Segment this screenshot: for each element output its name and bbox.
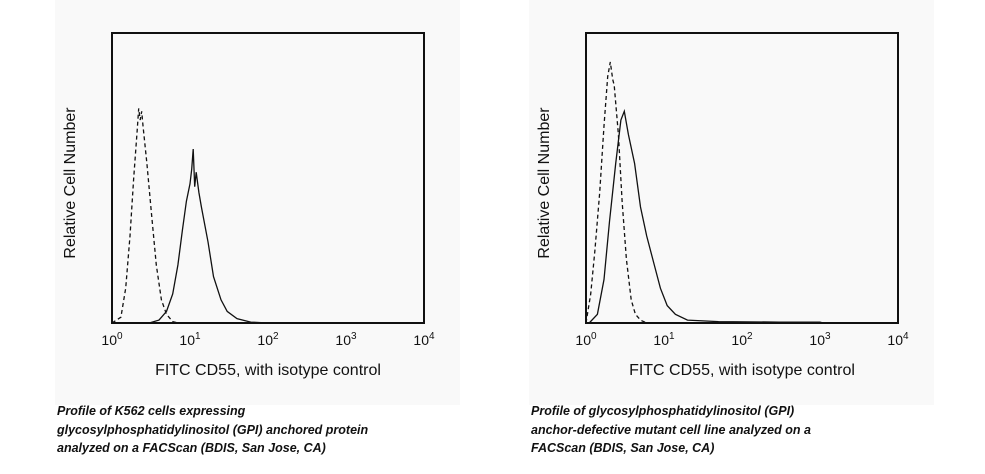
x-axis-label: FITC CD55, with isotype control	[629, 362, 855, 379]
tick-base: 10	[575, 332, 591, 348]
y-axis-label: Relative Cell Number	[62, 107, 79, 259]
caption-line: Profile of K562 cells expressing	[57, 404, 246, 418]
x-tick-label: 102	[731, 331, 753, 348]
tick-base: 10	[731, 332, 747, 348]
x-tick-label: 101	[653, 331, 675, 348]
tick-exponent: 4	[429, 331, 435, 342]
tick-exponent: 1	[195, 331, 201, 342]
caption-line: anchor-defective mutant cell line analyz…	[531, 422, 811, 437]
tick-base: 10	[335, 332, 351, 348]
tick-exponent: 2	[747, 331, 753, 342]
x-tick-label: 100	[575, 331, 597, 348]
tick-exponent: 1	[669, 331, 675, 342]
tick-exponent: 2	[273, 331, 279, 342]
tick-exponent: 0	[591, 331, 597, 342]
tick-base: 10	[809, 332, 825, 348]
caption-line: analyzed on a FACScan (BDIS, San Jose, C…	[57, 441, 326, 455]
tick-exponent: 4	[903, 331, 909, 342]
plot-frame	[585, 32, 899, 324]
x-tick-label: 104	[887, 331, 909, 348]
series-line-isotype	[111, 108, 179, 324]
tick-exponent: 0	[117, 331, 123, 342]
tick-exponent: 3	[825, 331, 831, 342]
caption-line: glycosylphosphatidylinositol (GPI) ancho…	[57, 422, 369, 437]
y-axis-label: Relative Cell Number	[536, 107, 553, 259]
series-line-isotype	[585, 61, 647, 324]
x-tick-label: 101	[179, 331, 201, 348]
x-tick-label: 103	[809, 331, 831, 348]
series-line-cd55	[149, 148, 269, 324]
x-tick-label: 100	[101, 331, 123, 348]
tick-base: 10	[101, 332, 117, 348]
x-tick-label: 102	[257, 331, 279, 348]
chart-panel-left: 100 101 102 103 104 FITC CD55, with isotype c…	[55, 0, 460, 405]
x-tick-label: 104	[413, 331, 435, 348]
x-axis-label: FITC CD55, with isotype control	[155, 362, 381, 379]
caption-line: Profile of glycosylphosphatidylinositol …	[531, 404, 795, 418]
plot-frame	[111, 32, 425, 324]
tick-base: 10	[653, 332, 669, 348]
caption-line: FACScan (BDIS, San Jose, CA)	[531, 441, 715, 455]
series-line-cd55	[588, 108, 824, 324]
tick-base: 10	[413, 332, 429, 348]
x-tick-label: 103	[335, 331, 357, 348]
caption-right: Profile of glycosylphosphatidylinositol …	[531, 402, 951, 458]
tick-base: 10	[179, 332, 195, 348]
tick-base: 10	[257, 332, 273, 348]
tick-exponent: 3	[351, 331, 357, 342]
chart-panel-right: 100 101 102 103 104 FITC CD55, with isotype c…	[529, 0, 934, 405]
caption-left: Profile of K562 cells expressing glycosy…	[57, 402, 477, 458]
tick-base: 10	[887, 332, 903, 348]
